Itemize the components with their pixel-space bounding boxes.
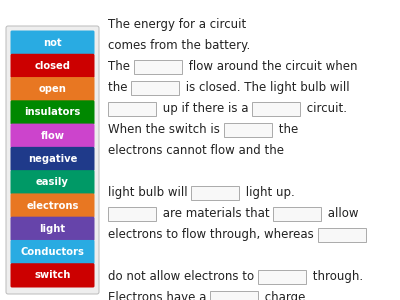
Text: the: the xyxy=(275,123,298,136)
Text: is closed. The light bulb will: is closed. The light bulb will xyxy=(182,81,350,94)
Text: Conductors: Conductors xyxy=(20,247,84,257)
Text: Electrons have a: Electrons have a xyxy=(108,291,210,300)
FancyBboxPatch shape xyxy=(131,80,179,94)
Text: The: The xyxy=(108,60,134,73)
FancyBboxPatch shape xyxy=(252,101,300,116)
FancyBboxPatch shape xyxy=(224,122,272,136)
FancyBboxPatch shape xyxy=(210,290,258,300)
FancyBboxPatch shape xyxy=(10,31,94,55)
Text: circuit.: circuit. xyxy=(303,102,347,115)
Text: not: not xyxy=(43,38,62,48)
FancyBboxPatch shape xyxy=(10,217,94,241)
Text: do not allow electrons to: do not allow electrons to xyxy=(108,270,258,283)
FancyBboxPatch shape xyxy=(273,206,321,220)
FancyBboxPatch shape xyxy=(10,147,94,171)
FancyBboxPatch shape xyxy=(134,59,182,74)
Text: closed: closed xyxy=(34,61,70,71)
Text: The energy for a circuit: The energy for a circuit xyxy=(108,18,246,31)
Text: are materials that: are materials that xyxy=(159,207,273,220)
FancyBboxPatch shape xyxy=(10,100,94,124)
Text: through.: through. xyxy=(309,270,363,283)
FancyBboxPatch shape xyxy=(108,101,156,116)
FancyBboxPatch shape xyxy=(10,54,94,78)
Text: open: open xyxy=(38,84,66,94)
Text: electrons: electrons xyxy=(26,200,79,211)
FancyBboxPatch shape xyxy=(191,185,239,200)
FancyBboxPatch shape xyxy=(10,170,94,194)
FancyBboxPatch shape xyxy=(10,124,94,148)
Text: charge.: charge. xyxy=(261,291,309,300)
Text: up if there is a: up if there is a xyxy=(159,102,252,115)
Text: comes from the battery.: comes from the battery. xyxy=(108,39,250,52)
Text: allow: allow xyxy=(324,207,359,220)
Text: light bulb will: light bulb will xyxy=(108,186,191,199)
Text: flow around the circuit when: flow around the circuit when xyxy=(185,60,357,73)
Text: electrons to flow through, whereas: electrons to flow through, whereas xyxy=(108,228,318,241)
Text: light: light xyxy=(40,224,66,234)
Text: flow: flow xyxy=(40,131,64,141)
FancyBboxPatch shape xyxy=(6,26,99,294)
FancyBboxPatch shape xyxy=(10,194,94,218)
Text: negative: negative xyxy=(28,154,77,164)
Text: the: the xyxy=(108,81,131,94)
FancyBboxPatch shape xyxy=(318,227,366,242)
Text: switch: switch xyxy=(34,270,71,280)
FancyBboxPatch shape xyxy=(258,269,306,284)
Text: electrons cannot flow and the: electrons cannot flow and the xyxy=(108,144,284,157)
Text: light up.: light up. xyxy=(242,186,295,199)
Text: When the switch is: When the switch is xyxy=(108,123,224,136)
FancyBboxPatch shape xyxy=(10,263,94,287)
Text: easily: easily xyxy=(36,177,69,187)
FancyBboxPatch shape xyxy=(10,240,94,264)
Text: insulators: insulators xyxy=(24,107,81,118)
FancyBboxPatch shape xyxy=(10,77,94,101)
FancyBboxPatch shape xyxy=(108,206,156,220)
